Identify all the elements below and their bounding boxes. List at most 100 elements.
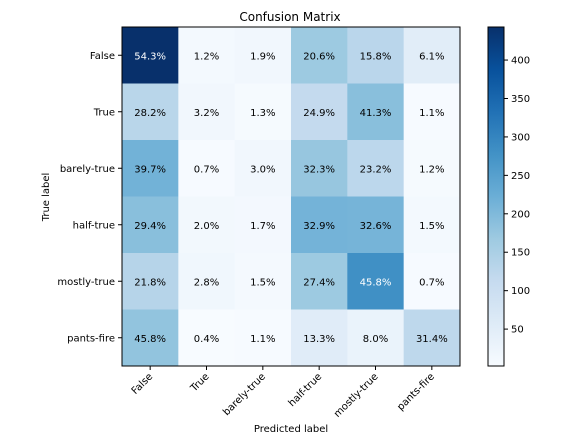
- heatmap-cell: [122, 309, 179, 367]
- x-tick-label: True: [188, 371, 212, 395]
- heatmap-cell: [122, 27, 179, 84]
- cell-value-label: 27.4%: [303, 277, 335, 288]
- colorbar-tick-label: 150: [511, 248, 530, 259]
- y-tick-labels: False True barely-true half-true mostly-true…: [57, 51, 122, 344]
- heatmap-cell: [347, 309, 405, 367]
- heatmap-cell: [178, 253, 236, 310]
- chart-title: Confusion Matrix: [239, 10, 340, 24]
- cell-value-label: 0.7%: [194, 164, 219, 175]
- x-tick-label: half-true: [287, 371, 325, 409]
- cell-value-label: 20.6%: [303, 51, 335, 62]
- colorbar-tick-label: 200: [511, 209, 530, 220]
- heatmap-cell: [403, 196, 461, 254]
- cell-value-label: 32.6%: [360, 221, 392, 232]
- x-axis-label: Predicted label: [254, 424, 328, 432]
- cell-value-label: 1.9%: [250, 51, 275, 62]
- colorbar-tick-label: 250: [511, 171, 530, 182]
- colorbar-tick-label: 300: [511, 132, 530, 143]
- cell-value-label: 45.8%: [134, 334, 166, 345]
- heatmap-cell: [347, 140, 405, 197]
- heatmap-cell: [347, 253, 405, 310]
- y-tick-label: barely-true: [60, 164, 115, 175]
- heatmap-cell: [291, 309, 348, 367]
- heatmap-cells: 54.3% 1.2% 1.9% 20.6% 15.8% 6.1% 28.2% 3.2% 1.3%…: [122, 27, 461, 367]
- cell-value-label: 21.8%: [134, 277, 166, 288]
- cell-value-label: 1.2%: [194, 51, 219, 62]
- x-tick-label: pants-fire: [395, 371, 437, 413]
- x-tick-label: barely-true: [221, 371, 268, 418]
- heatmap-cell: [122, 253, 179, 310]
- cell-value-label: 32.3%: [303, 164, 335, 175]
- cell-value-label: 8.0%: [363, 334, 388, 345]
- heatmap-cell: [291, 253, 348, 310]
- heatmap-cell: [291, 83, 348, 141]
- cell-value-label: 41.3%: [360, 108, 392, 119]
- plot-frame: [121, 26, 461, 367]
- cell-value-label: 0.7%: [419, 277, 444, 288]
- heatmap-cell: [234, 253, 292, 310]
- cell-value-label: 2.8%: [194, 277, 219, 288]
- y-tick-label: pants-fire: [67, 333, 115, 344]
- y-tick-label: half-true: [73, 220, 115, 231]
- cell-value-label: 15.8%: [360, 51, 392, 62]
- heatmap-cell: [178, 27, 236, 84]
- cell-value-label: 3.2%: [194, 108, 219, 119]
- cell-value-label: 1.5%: [250, 277, 275, 288]
- heatmap-cell: [291, 140, 348, 197]
- y-tick-label: True: [93, 107, 115, 118]
- cell-value-label: 6.1%: [419, 51, 444, 62]
- heatmap-cell: [403, 253, 461, 310]
- x-tick-label: False: [130, 371, 156, 397]
- heatmap-cell: [234, 309, 292, 367]
- heatmap-cell: [234, 196, 292, 254]
- colorbar-ticks: 50 100 150 200 250 300 350 400: [504, 56, 530, 336]
- cell-value-label: 31.4%: [416, 334, 448, 345]
- heatmap-cell: [403, 27, 461, 84]
- heatmap-cell: [178, 140, 236, 197]
- heatmap-cell: [234, 27, 292, 84]
- heatmap-cell: [291, 27, 348, 84]
- y-axis-label: True label: [41, 173, 52, 223]
- heatmap-cell: [178, 83, 236, 141]
- colorbar-tick-label: 400: [511, 56, 530, 67]
- cell-value-label: 1.1%: [250, 334, 275, 345]
- cell-value-label: 28.2%: [134, 108, 166, 119]
- colorbar-tick-label: 100: [511, 286, 530, 297]
- cell-value-label: 45.8%: [360, 277, 392, 288]
- cell-value-label: 1.2%: [419, 164, 444, 175]
- heatmap-cell: [403, 140, 461, 197]
- heatmap-cell: [234, 83, 292, 141]
- heatmap-cell: [122, 196, 179, 254]
- x-tick-label: mostly-true: [332, 371, 381, 420]
- heatmap-cell: [347, 83, 405, 141]
- heatmap-cell: [347, 196, 405, 254]
- heatmap-cell: [178, 196, 236, 254]
- colorbar-tick-label: 50: [511, 325, 524, 336]
- heatmap-cell: [178, 309, 236, 367]
- heatmap-cell: [122, 140, 179, 197]
- cell-value-label: 1.5%: [419, 221, 444, 232]
- y-tick-label: mostly-true: [57, 277, 115, 288]
- cell-value-label: 13.3%: [303, 334, 335, 345]
- colorbar: [487, 26, 505, 367]
- cell-value-label: 24.9%: [303, 108, 335, 119]
- cell-value-label: 1.7%: [250, 221, 275, 232]
- heatmap-cell: [234, 140, 292, 197]
- cell-value-label: 39.7%: [134, 164, 166, 175]
- cell-value-label: 32.9%: [303, 221, 335, 232]
- heatmap-cell: [291, 196, 348, 254]
- heatmap-cell: [347, 27, 405, 84]
- cell-value-label: 0.4%: [194, 334, 219, 345]
- heatmap-cell: [403, 83, 461, 141]
- x-tick-labels: False True barely-true half-true mostly-true…: [130, 366, 437, 420]
- cell-value-label: 2.0%: [194, 221, 219, 232]
- cell-value-label: 3.0%: [250, 164, 275, 175]
- heatmap-cell: [122, 83, 179, 141]
- y-tick-label: False: [90, 51, 115, 62]
- cell-value-label: 54.3%: [134, 51, 166, 62]
- heatmap-cell: [403, 309, 461, 367]
- cell-value-label: 23.2%: [360, 164, 392, 175]
- cell-value-label: 1.3%: [250, 108, 275, 119]
- cell-value-label: 1.1%: [419, 108, 444, 119]
